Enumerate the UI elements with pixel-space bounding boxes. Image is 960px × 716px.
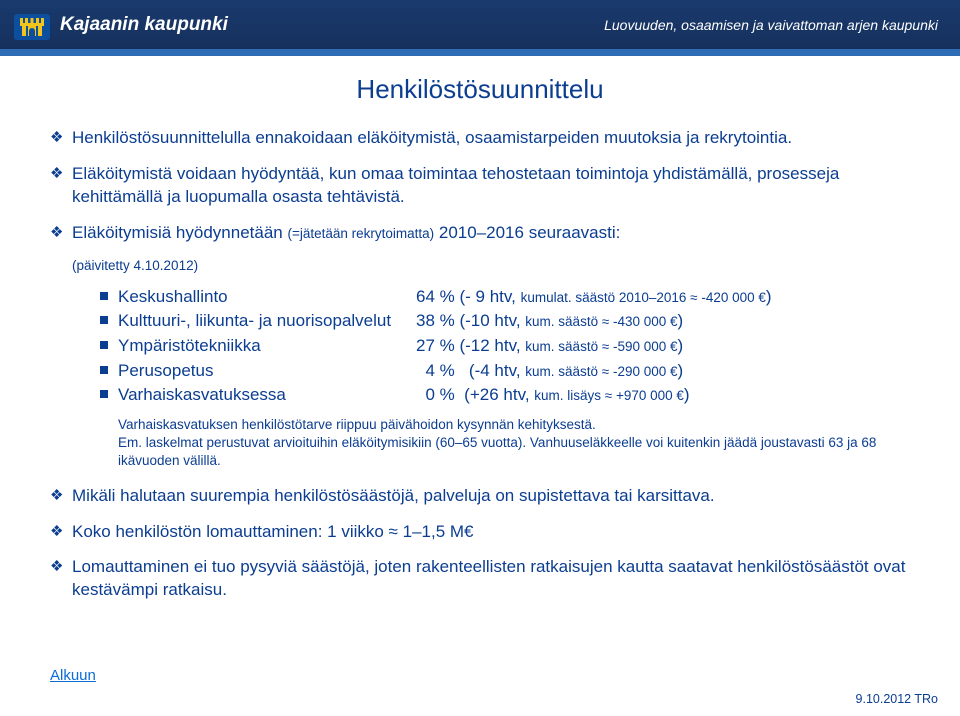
b3-intro: Eläköitymisiä hyödynnetään <box>72 223 287 242</box>
back-to-top-link[interactable]: Alkuun <box>50 667 96 684</box>
row-2: Ympäristötekniikka27 % (-12 htv, kum. sä… <box>100 334 910 359</box>
bullet-4: Mikäli halutaan suurempia henkilöstösääs… <box>50 485 910 508</box>
row-0-label: Keskushallinto <box>118 285 416 310</box>
row-4: Varhaiskasvatuksessa 0 % (+26 htv, kum. … <box>100 383 910 408</box>
bullet-3: Eläköitymisiä hyödynnetään (=jätetään re… <box>50 222 910 245</box>
row-1-label: Kulttuuri-, liikunta- ja nuorisopalvelut <box>118 309 416 334</box>
header-bar: Kajaanin kaupunki Luovuuden, osaamisen j… <box>0 0 960 56</box>
main-bullets: Henkilöstösuunnittelulla ennakoidaan elä… <box>50 127 910 245</box>
slide-content: Henkilöstösuunnittelu Henkilöstösuunnitt… <box>0 56 960 625</box>
bullet-1: Henkilöstösuunnittelulla ennakoidaan elä… <box>50 127 910 150</box>
row-0-val: 64 % (- 9 htv, kumulat. säästö 2010–2016… <box>416 285 772 310</box>
page-title: Henkilöstösuunnittelu <box>50 74 910 105</box>
b3-rest: 2010–2016 seuraavasti: <box>434 223 620 242</box>
row-1: Kulttuuri-, liikunta- ja nuorisopalvelut… <box>100 309 910 334</box>
note-block: Varhaiskasvatuksen henkilöstötarve riipp… <box>118 416 910 471</box>
bullet-2: Eläköitymistä voidaan hyödyntää, kun oma… <box>50 163 910 209</box>
row-3-val: 4 % (-4 htv, kum. säästö ≈ -290 000 €) <box>416 359 683 384</box>
bullet-6: Lomauttaminen ei tuo pysyviä säästöjä, j… <box>50 556 910 602</box>
row-2-val: 27 % (-12 htv, kum. säästö ≈ -590 000 €) <box>416 334 683 359</box>
row-0: Keskushallinto64 % (- 9 htv, kumulat. sä… <box>100 285 910 310</box>
footer-date: 9.10.2012 TRo <box>856 692 938 706</box>
row-3-label: Perusopetus <box>118 359 416 384</box>
bullet-5: Koko henkilöstön lomauttaminen: 1 viikko… <box>50 521 910 544</box>
row-3: Perusopetus 4 % (-4 htv, kum. säästö ≈ -… <box>100 359 910 384</box>
city-name: Kajaanin kaupunki <box>60 14 228 36</box>
lower-bullets: Mikäli halutaan suurempia henkilöstösääs… <box>50 485 910 603</box>
tagline: Luovuuden, osaamisen ja vaivattoman arje… <box>604 17 938 33</box>
data-rows: Keskushallinto64 % (- 9 htv, kumulat. sä… <box>100 285 910 408</box>
row-1-val: 38 % (-10 htv, kum. säästö ≈ -430 000 €) <box>416 309 683 334</box>
castle-logo-icon <box>12 8 52 42</box>
row-4-label: Varhaiskasvatuksessa <box>118 383 416 408</box>
row-4-val: 0 % (+26 htv, kum. lisäys ≈ +970 000 €) <box>416 383 690 408</box>
header-left: Kajaanin kaupunki <box>12 8 228 42</box>
b3-small: (=jätetään rekrytoimatta) <box>287 226 434 241</box>
row-2-label: Ympäristötekniikka <box>118 334 416 359</box>
b3-paren: (päivitetty 4.10.2012) <box>72 258 910 273</box>
